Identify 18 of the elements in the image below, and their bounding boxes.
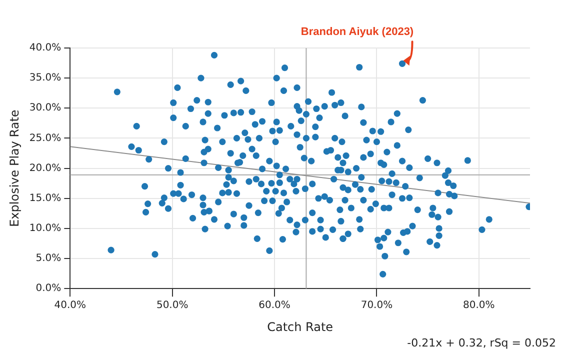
y-tick-label: 5.0%: [36, 253, 62, 264]
y-tick-label: 20.0%: [29, 162, 62, 174]
y-tick-label: 40.0%: [29, 42, 62, 54]
x-tick-label: 50.0%: [156, 300, 188, 312]
text: -0.21x + 0.32, rSq = 0.052: [407, 336, 556, 350]
y-tick-label: 0.0%: [36, 283, 62, 294]
y-tick-label: 25.0%: [29, 132, 62, 144]
y-tick-label: 10.0%: [29, 223, 62, 234]
x-tick-label: 70.0%: [360, 300, 393, 312]
annotation: Brandon Aiyuk (2023): [300, 26, 414, 38]
x-tick-label: 40.0%: [54, 300, 86, 312]
x-axis-title: Catch Rate: [267, 320, 334, 334]
y-axis-title: Explosive Play Rate: [7, 110, 22, 227]
x-tick-label: 80.0%: [463, 300, 495, 312]
y-tick-label: 15.0%: [29, 192, 62, 204]
x-tick-label: 60.0%: [258, 300, 290, 312]
y-tick-label: 35.0%: [29, 72, 62, 84]
y-tick-label: 30.0%: [29, 102, 62, 114]
